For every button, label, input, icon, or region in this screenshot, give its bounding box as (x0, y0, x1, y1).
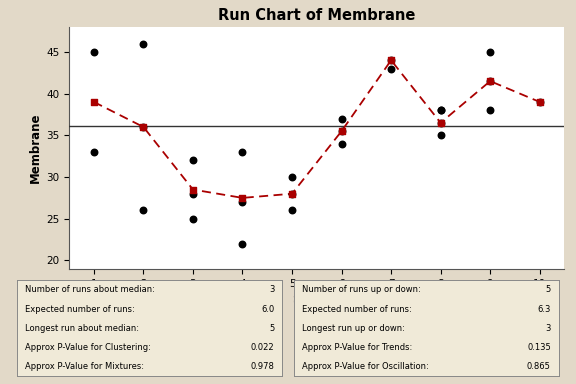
Point (535, 99, 544, 105)
Point (89, 49, 98, 55)
Point (139, 124, 148, 130)
Text: Number of runs up or down:: Number of runs up or down: (302, 285, 420, 295)
Point (337, 128, 346, 134)
Point (238, 195, 247, 201)
Y-axis label: Membrane: Membrane (29, 113, 42, 183)
Point (386, 66, 396, 72)
Point (188, 190, 198, 197)
Point (139, 124, 148, 130)
Point (238, 241, 247, 247)
Text: 0.978: 0.978 (251, 362, 274, 371)
Point (139, 207, 148, 214)
Text: Expected number of runs:: Expected number of runs: (25, 305, 135, 314)
Point (535, 99, 544, 105)
Point (436, 107, 445, 113)
Text: 6.0: 6.0 (261, 305, 274, 314)
Point (337, 116, 346, 122)
Point (436, 120, 445, 126)
Point (337, 128, 346, 134)
Text: 0.022: 0.022 (251, 343, 274, 352)
Text: Approx P-Value for Clustering:: Approx P-Value for Clustering: (25, 343, 151, 352)
Text: Approx P-Value for Trends:: Approx P-Value for Trends: (302, 343, 412, 352)
Point (139, 40, 148, 46)
Point (486, 78, 495, 84)
Text: 6.3: 6.3 (537, 305, 551, 314)
Point (486, 107, 495, 113)
Text: Expected number of runs:: Expected number of runs: (302, 305, 411, 314)
Point (486, 78, 495, 84)
Point (386, 57, 396, 63)
Text: Longest run about median:: Longest run about median: (25, 324, 139, 333)
Text: 5: 5 (545, 285, 551, 295)
Point (238, 149, 247, 155)
Text: Approx P-Value for Oscillation:: Approx P-Value for Oscillation: (302, 362, 429, 371)
Text: 3: 3 (269, 285, 274, 295)
Text: 0.135: 0.135 (527, 343, 551, 352)
Text: Number of runs about median:: Number of runs about median: (25, 285, 155, 295)
Point (89, 149, 98, 155)
Point (89, 99, 98, 105)
Point (238, 199, 247, 205)
Point (337, 141, 346, 147)
Point (287, 190, 297, 197)
Point (436, 107, 445, 113)
Point (287, 207, 297, 214)
Point (436, 132, 445, 138)
Point (188, 216, 198, 222)
Point (287, 190, 297, 197)
X-axis label: Sample: Sample (292, 293, 342, 306)
Point (287, 174, 297, 180)
Point (188, 157, 198, 164)
Title: Run Chart of Membrane: Run Chart of Membrane (218, 8, 415, 23)
Point (486, 49, 495, 55)
Text: Longest run up or down:: Longest run up or down: (302, 324, 404, 333)
Point (436, 120, 445, 126)
Point (386, 57, 396, 63)
Text: Approx P-Value for Mixtures:: Approx P-Value for Mixtures: (25, 362, 144, 371)
Point (188, 187, 198, 193)
Text: 3: 3 (545, 324, 551, 333)
Text: 5: 5 (269, 324, 274, 333)
Text: 0.865: 0.865 (527, 362, 551, 371)
